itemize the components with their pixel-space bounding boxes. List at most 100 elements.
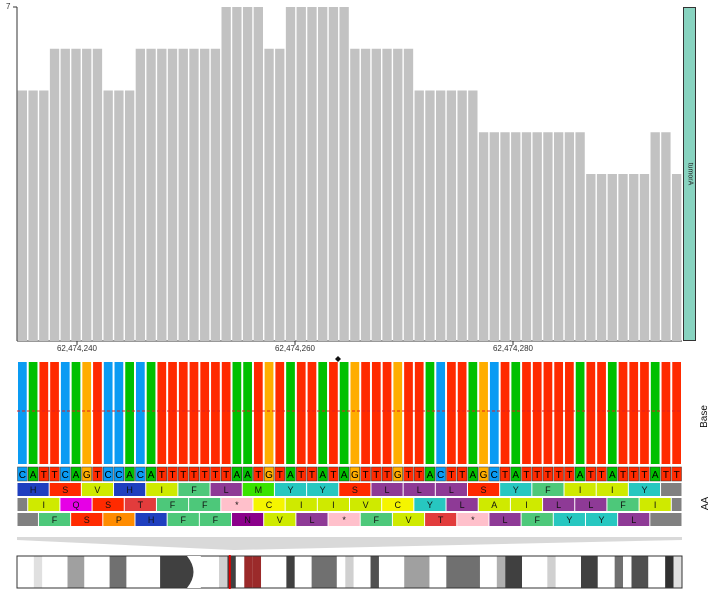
- aa-cell: [296, 513, 328, 526]
- coverage-bar: [618, 174, 628, 341]
- aa-letter: L: [588, 500, 593, 510]
- zoom-wedge: [17, 537, 682, 550]
- sequence-base-letter: T: [277, 470, 283, 481]
- coverage-bar: [28, 90, 38, 341]
- sequence-base-letter: T: [566, 470, 572, 481]
- coverage-bar: [339, 7, 349, 341]
- ideogram-band: [631, 556, 649, 588]
- sequence-base-cell: [457, 466, 468, 482]
- base-bar: [296, 362, 306, 464]
- ideogram-band: [67, 556, 85, 588]
- coverage-bar: [489, 132, 499, 341]
- aa-letter: L: [503, 515, 508, 525]
- sequence-base-cell: [521, 466, 532, 482]
- sequence-base-letter: A: [577, 470, 584, 481]
- sequence-base-letter: C: [115, 470, 122, 481]
- aa-cell: [221, 498, 253, 511]
- sequence-base-cell: [392, 466, 403, 482]
- aa-letter: I: [43, 500, 46, 510]
- aa-letter: Y: [427, 500, 433, 510]
- sequence-base-letter: A: [427, 470, 434, 481]
- coverage-bar: [189, 48, 199, 341]
- base-bar: [189, 362, 199, 464]
- sequence-base-letter: T: [674, 470, 680, 481]
- base-bar: [447, 362, 456, 464]
- sequence-base-cell: [349, 466, 360, 482]
- sample-tab[interactable]: tumorA: [683, 7, 696, 341]
- aa-letter: Y: [641, 485, 647, 495]
- sequence-base-letter: A: [319, 470, 326, 481]
- sequence-base-letter: G: [394, 470, 402, 481]
- sequence-base-cell: [574, 466, 586, 482]
- sequence-base-cell: [467, 466, 478, 482]
- sequence-base-cell: [103, 466, 114, 482]
- base-bar: [350, 362, 360, 464]
- sequence-base-letter: T: [448, 470, 454, 481]
- aa-partial-cell: [17, 498, 28, 511]
- coverage-bar: [167, 48, 178, 341]
- coverage-bar: [135, 48, 146, 341]
- sequence-base-letter: G: [265, 470, 273, 481]
- sequence-base-letter: T: [191, 470, 197, 481]
- sequence-base-cell: [639, 466, 650, 482]
- aa-cell: [360, 513, 392, 526]
- sequence-base-cell: [532, 466, 543, 482]
- coverage-bar: [318, 7, 328, 341]
- base-bar: [264, 362, 274, 464]
- aa-cell: [521, 513, 553, 526]
- base-bar: [500, 362, 510, 464]
- ideogram-band: [580, 556, 598, 588]
- sequence-base-letter: T: [534, 470, 540, 481]
- base-bar: [586, 362, 596, 464]
- aa-letter: H: [126, 485, 133, 495]
- base-bar: [597, 362, 606, 464]
- base-bar: [146, 362, 156, 464]
- coverage-bar: [553, 132, 564, 341]
- ideogram-band: [446, 556, 480, 588]
- sequence-base-letter: A: [512, 470, 519, 481]
- coverage-bar: [124, 90, 135, 341]
- base-bar: [71, 362, 81, 464]
- aa-letter: *: [471, 515, 475, 525]
- sequence-base-letter: C: [437, 470, 444, 481]
- aa-letter: V: [405, 515, 411, 525]
- aa-letter: I: [525, 500, 528, 510]
- base-bar: [28, 362, 38, 464]
- coverage-bar: [393, 48, 403, 341]
- ideogram-band: [193, 556, 220, 588]
- base-bar: [307, 362, 317, 464]
- aa-letter: V: [94, 485, 100, 495]
- ideogram-band: [378, 556, 405, 588]
- aa-cell: [414, 498, 446, 511]
- sequence-base-letter: T: [180, 470, 186, 481]
- sequence-base-cell: [553, 466, 564, 482]
- aa-cell: [328, 513, 360, 526]
- sequence-base-cell: [242, 466, 253, 482]
- sequence-base-cell: [210, 466, 221, 482]
- aa-cell: [167, 513, 199, 526]
- aa-cell: [135, 513, 167, 526]
- aa-letter: H: [148, 515, 155, 525]
- base-bar: [103, 362, 113, 464]
- sequence-base-cell: [253, 466, 264, 482]
- sequence-base-letter: T: [298, 470, 304, 481]
- base-bar: [157, 362, 167, 464]
- base-bar: [393, 362, 403, 464]
- ideogram-band: [522, 556, 548, 588]
- aa-letter: F: [213, 515, 219, 525]
- aa-letter: Q: [72, 500, 79, 510]
- base-bar: [318, 362, 328, 464]
- aa-cell: [17, 483, 49, 496]
- aa-letter: Y: [513, 485, 519, 495]
- sequence-base-letter: T: [502, 470, 508, 481]
- aa-letter: F: [181, 515, 187, 525]
- base-bar: [532, 362, 542, 464]
- aa-letter: Y: [599, 515, 605, 525]
- aa-cell: [242, 483, 274, 496]
- ideogram-band: [235, 556, 245, 588]
- sequence-base-letter: A: [234, 470, 241, 481]
- coverage-bar: [596, 174, 607, 341]
- sequence-base-letter: T: [405, 470, 411, 481]
